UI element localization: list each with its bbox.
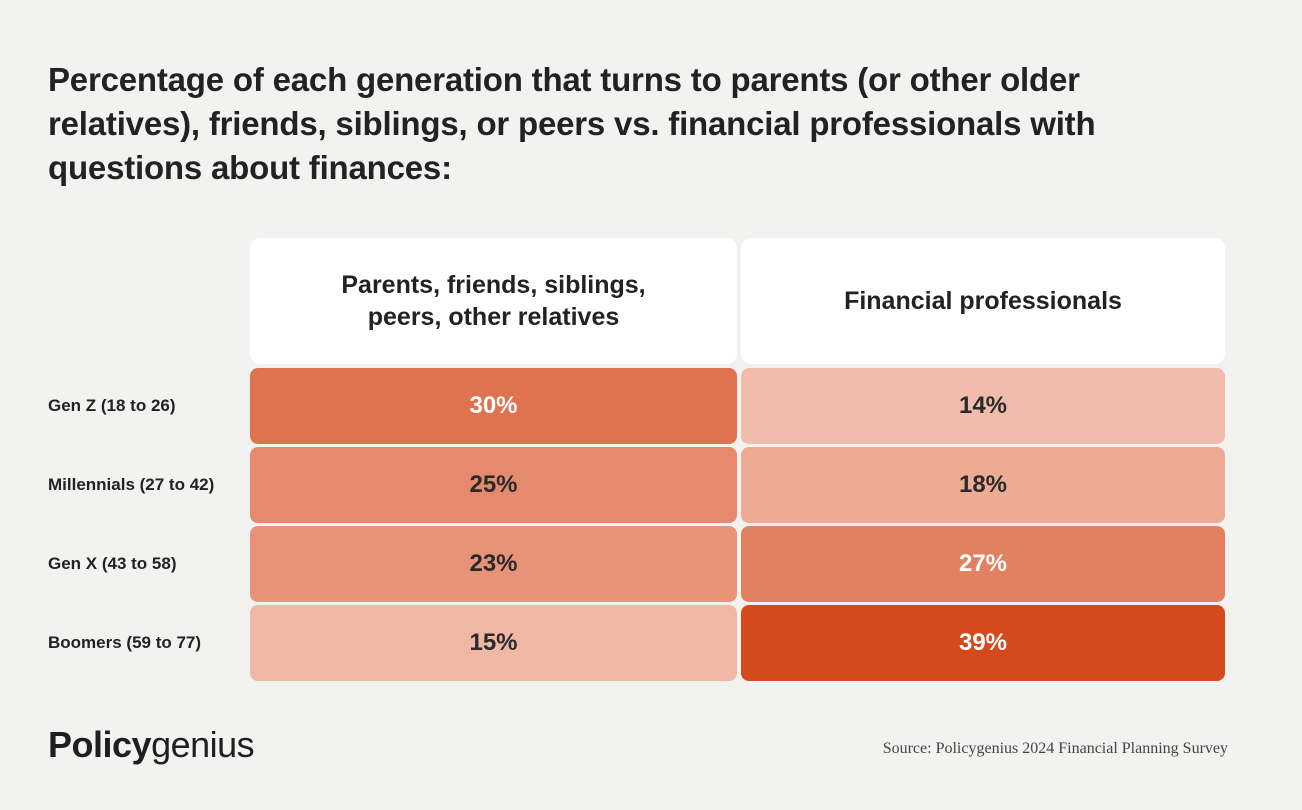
column-header-line: peers, other relatives [367,303,620,331]
row-label-gen-z-18-to-26: Gen Z (18 to 26) [48,396,176,415]
row-label-gen-x-43-to-58: Gen X (43 to 58) [48,554,177,573]
cell-millennials-27-to-42-peers: 25% [250,447,737,523]
cell-boomers-59-to-77-professionals: 39% [741,605,1225,681]
row-label-boomers-59-to-77: Boomers (59 to 77) [48,633,202,652]
cell-gen-z-18-to-26-peers: 30% [250,368,737,444]
column-header-peers: Parents, friends, siblings, peers, other… [250,238,737,364]
source-note: Source: Policygenius 2024 Financial Plan… [882,740,1228,757]
chart-title: Percentage of each generation that turns… [48,61,1096,186]
logo-bold-part: Policy [48,724,152,765]
logo-light-part: genius [151,724,255,765]
row-label-millennials-27-to-42: Millennials (27 to 42) [48,475,215,494]
policygenius-logo: Policygenius [48,724,255,766]
column-header-line: Parents, friends, siblings, [341,271,646,299]
cell-gen-z-18-to-26-professionals: 14% [741,368,1225,444]
column-header-line: Financial professionals [844,287,1122,315]
cell-boomers-59-to-77-peers: 15% [250,605,737,681]
column-header-professionals: Financial professionals [741,238,1225,364]
cell-gen-x-43-to-58-professionals: 27% [741,526,1225,602]
cell-millennials-27-to-42-professionals: 18% [741,447,1225,523]
cell-gen-x-43-to-58-peers: 23% [250,526,737,602]
